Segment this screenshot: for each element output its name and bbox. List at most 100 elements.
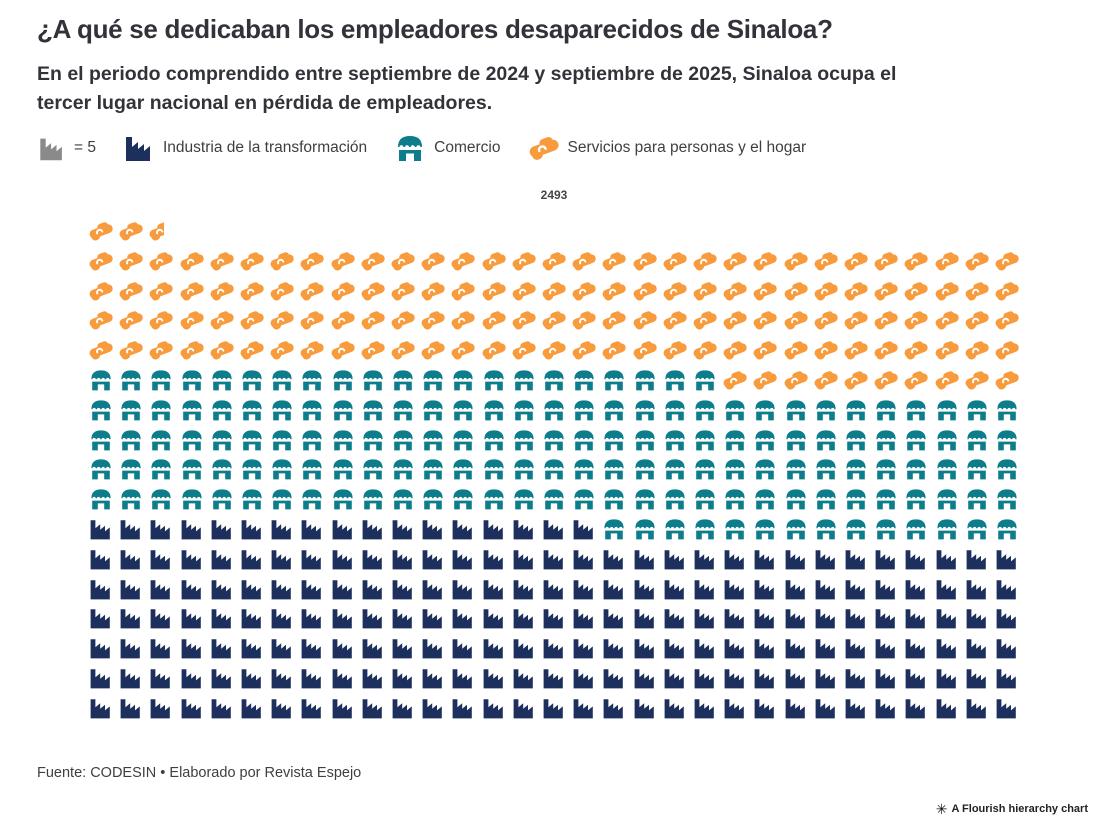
factory-icon	[209, 517, 235, 541]
handshake-icon	[511, 279, 537, 303]
handshake-icon	[662, 249, 688, 273]
handshake-icon	[964, 308, 990, 332]
handshake-icon	[511, 338, 537, 362]
store-icon	[511, 457, 537, 481]
store-icon	[481, 487, 507, 511]
handshake-icon	[843, 308, 869, 332]
factory-icon	[118, 577, 144, 601]
store-icon	[360, 428, 386, 452]
store-icon	[481, 398, 507, 422]
store-icon	[450, 457, 476, 481]
store-icon	[541, 457, 567, 481]
factory-icon	[662, 696, 688, 720]
factory-icon	[541, 577, 567, 601]
handshake-icon	[994, 279, 1020, 303]
factory-icon	[481, 636, 507, 660]
factory-icon	[843, 636, 869, 660]
store-icon	[118, 487, 144, 511]
store-icon	[843, 457, 869, 481]
handshake-icon	[269, 338, 295, 362]
store-icon	[571, 457, 597, 481]
handshake-icon	[903, 338, 929, 362]
factory-icon	[722, 577, 748, 601]
factory-icon	[330, 547, 356, 571]
factory-icon	[88, 577, 114, 601]
factory-icon	[571, 517, 597, 541]
chart-subtitle-line-1: En el periodo comprendido entre septiemb…	[37, 63, 897, 85]
handshake-icon	[903, 368, 929, 392]
store-icon	[813, 428, 839, 452]
factory-icon	[420, 666, 446, 690]
store-icon	[601, 398, 627, 422]
factory-icon	[722, 636, 748, 660]
store-icon	[269, 487, 295, 511]
factory-icon	[632, 666, 658, 690]
store-icon	[964, 398, 990, 422]
factory-icon	[511, 547, 537, 571]
handshake-icon	[964, 279, 990, 303]
store-icon	[903, 487, 929, 511]
legend-unit: = 5	[37, 135, 96, 162]
legend-unit-label: = 5	[74, 139, 96, 156]
store-icon	[813, 487, 839, 511]
store-icon	[994, 457, 1020, 481]
legend: = 5 Industria de la transformación Comerc…	[37, 133, 806, 163]
factory-icon	[511, 517, 537, 541]
factory-icon	[148, 636, 174, 660]
handshake-icon	[783, 249, 809, 273]
handshake-icon	[541, 308, 567, 332]
store-icon	[783, 428, 809, 452]
store-icon	[571, 487, 597, 511]
handshake-icon	[511, 308, 537, 332]
flourish-credit[interactable]: ✳ A Flourish hierarchy chart	[936, 802, 1088, 816]
handshake-icon	[813, 338, 839, 362]
factory-icon	[239, 696, 265, 720]
store-icon	[662, 428, 688, 452]
store-icon	[269, 457, 295, 481]
handshake-icon	[450, 279, 476, 303]
factory-icon	[88, 517, 114, 541]
factory-icon	[390, 606, 416, 630]
factory-icon	[269, 636, 295, 660]
factory-icon	[481, 577, 507, 601]
handshake-icon	[873, 338, 899, 362]
handshake-icon	[360, 249, 386, 273]
handshake-icon	[903, 279, 929, 303]
factory-icon	[511, 577, 537, 601]
store-icon	[632, 487, 658, 511]
handshake-icon	[299, 249, 325, 273]
store-icon	[148, 487, 174, 511]
handshake-icon	[209, 249, 235, 273]
store-icon	[692, 368, 718, 392]
factory-icon	[148, 577, 174, 601]
store-icon	[179, 398, 205, 422]
factory-icon	[662, 606, 688, 630]
factory-icon	[571, 666, 597, 690]
store-icon	[571, 428, 597, 452]
factory-icon	[330, 577, 356, 601]
handshake-icon	[783, 368, 809, 392]
handshake-icon	[934, 279, 960, 303]
factory-icon	[390, 547, 416, 571]
factory-icon	[752, 636, 778, 660]
store-icon	[783, 457, 809, 481]
handshake-icon	[179, 279, 205, 303]
factory-icon	[601, 636, 627, 660]
factory-icon	[873, 666, 899, 690]
handshake-icon	[118, 279, 144, 303]
factory-icon	[360, 696, 386, 720]
handshake-icon	[269, 279, 295, 303]
factory-icon	[239, 666, 265, 690]
handshake-icon	[541, 279, 567, 303]
store-icon	[390, 368, 416, 392]
factory-icon	[601, 547, 627, 571]
handshake-icon	[632, 279, 658, 303]
factory-icon	[179, 696, 205, 720]
handshake-icon	[813, 279, 839, 303]
store-icon	[601, 457, 627, 481]
store-icon	[179, 428, 205, 452]
handshake-icon	[934, 368, 960, 392]
handshake-icon	[722, 338, 748, 362]
handshake-icon	[813, 249, 839, 273]
store-icon	[662, 517, 688, 541]
